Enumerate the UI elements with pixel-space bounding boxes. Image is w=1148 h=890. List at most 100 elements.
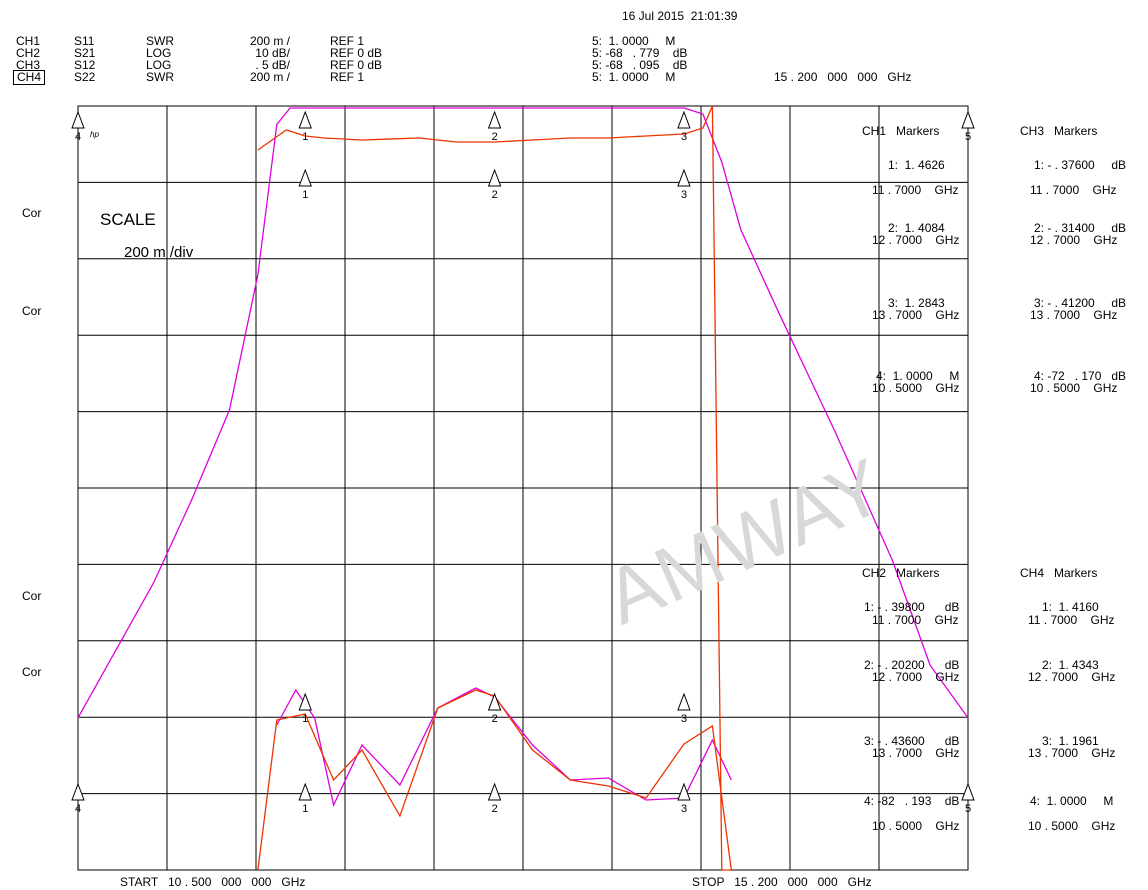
ch2-marker-2-value: 2: - . 20200 dB bbox=[864, 658, 960, 672]
ch1-scale: 200 m / bbox=[249, 34, 290, 48]
ch3-label: CH3 bbox=[16, 58, 41, 72]
ch4-marker-1-freq: 11 . 7000 GHz bbox=[1028, 613, 1115, 627]
marker-3-triangle bbox=[677, 692, 691, 711]
marker-1-triangle bbox=[298, 110, 312, 129]
stop-frequency: STOP 15 . 200 000 000 GHz bbox=[692, 875, 872, 889]
marker-1-triangle bbox=[298, 168, 312, 187]
ch2-marker-3-freq: 13 . 7000 GHz bbox=[872, 746, 960, 760]
ch2-format: LOG bbox=[146, 46, 172, 60]
scale-value: 200 m /div bbox=[124, 244, 194, 261]
cor-label-2: Cor bbox=[22, 304, 42, 318]
ch4-marker-2-value: 2: 1. 4343 bbox=[1042, 658, 1099, 672]
marker-1-label: 1 bbox=[302, 189, 308, 201]
ch1-marker5: 5: 1. 0000 M bbox=[592, 34, 676, 48]
marker-4-label: 4 bbox=[75, 803, 81, 815]
ch1-param: S11 bbox=[74, 34, 95, 48]
ch4-param: S22 bbox=[74, 70, 96, 84]
datetime: 16 Jul 2015 21:01:39 bbox=[622, 9, 738, 23]
ch3-ref: REF 0 dB bbox=[330, 58, 383, 72]
ch4-label-active[interactable]: CH4 bbox=[13, 70, 46, 85]
ch1-format: SWR bbox=[146, 34, 174, 48]
ch2-param: S21 bbox=[74, 46, 96, 60]
marker-4-label: 4 bbox=[75, 131, 81, 143]
hp-label: hp bbox=[90, 130, 99, 139]
traces bbox=[77, 105, 969, 871]
marker-3-label: 3 bbox=[681, 713, 687, 725]
ch2-marker-title: CH2 Markers bbox=[862, 566, 940, 580]
ch3-marker-2-freq: 12 . 7000 GHz bbox=[1030, 233, 1118, 247]
ch4-marker-1-value: 1: 1. 4160 bbox=[1042, 600, 1099, 614]
marker-2-triangle bbox=[487, 692, 502, 711]
ch3-format: LOG bbox=[146, 58, 172, 72]
marker-2-triangle bbox=[487, 110, 502, 129]
ch3-marker-3-value: 3: - . 41200 dB bbox=[1034, 296, 1127, 310]
ch3-marker-3-freq: 13 . 7000 GHz bbox=[1030, 308, 1118, 322]
marker-2-label: 2 bbox=[492, 131, 498, 143]
ch2-marker-3-value: 3: - . 43600 dB bbox=[864, 734, 960, 748]
trace-s12 bbox=[257, 689, 732, 871]
ch2-marker-4-freq: 10 . 5000 GHz bbox=[872, 819, 960, 833]
ch3-param: S12 bbox=[74, 58, 96, 72]
marker-2-label: 2 bbox=[492, 713, 498, 725]
marker-frequency: 15 . 200 000 000 GHz bbox=[774, 70, 912, 84]
ch2-marker5: 5: -68 . 779 dB bbox=[592, 46, 688, 60]
marker-2-label: 2 bbox=[492, 189, 498, 201]
ch4-marker-2-freq: 12 . 7000 GHz bbox=[1028, 670, 1116, 684]
start-frequency: START 10 . 500 000 000 GHz bbox=[120, 875, 306, 889]
ch3-marker-2-value: 2: - . 31400 dB bbox=[1034, 221, 1127, 235]
marker-3-label: 3 bbox=[681, 803, 687, 815]
ch1-ref: REF 1 bbox=[330, 34, 365, 48]
marker-2-triangle bbox=[487, 782, 502, 801]
marker-3-label: 3 bbox=[681, 131, 687, 143]
ch4-marker5: 5: 1. 0000 M bbox=[592, 70, 676, 84]
marker-3-triangle bbox=[677, 110, 691, 129]
marker-2-triangle bbox=[487, 168, 502, 187]
marker-3-label: 3 bbox=[681, 189, 687, 201]
ch1-marker-1-value: 1: 1. 4626 bbox=[888, 158, 945, 172]
ch2-marker-1-freq: 11 . 7000 GHz bbox=[872, 613, 959, 627]
ch4-marker-4-value: 4: 1. 0000 M bbox=[1030, 794, 1114, 808]
ch4-scale: 200 m / bbox=[249, 70, 290, 84]
ch1-marker-2-freq: 12 . 7000 GHz bbox=[872, 233, 960, 247]
cor-label-1: Cor bbox=[22, 206, 42, 220]
ch3-marker-4-freq: 10 . 5000 GHz bbox=[1030, 381, 1118, 395]
ch3-marker-1-freq: 11 . 7000 GHz bbox=[1030, 183, 1117, 197]
ch1-label: CH1 bbox=[16, 34, 41, 48]
marker-triangles: 1 1 1 1 2 2 2 2 3 3 3 3 4 4 5 5 bbox=[71, 110, 975, 815]
marker-4-triangle bbox=[71, 782, 85, 801]
ch1-marker-3-value: 3: 1. 2843 bbox=[888, 296, 945, 310]
ch2-marker-4-value: 4: -82 . 193 dB bbox=[864, 794, 960, 808]
ch4-marker-4-freq: 10 . 5000 GHz bbox=[1028, 819, 1116, 833]
trace-s11 bbox=[77, 107, 969, 719]
ch3-marker-1-value: 1: - . 37600 dB bbox=[1034, 158, 1127, 172]
ch4-ref: REF 1 bbox=[330, 70, 365, 84]
ch2-marker-1-value: 1: - . 39800 dB bbox=[864, 600, 960, 614]
marker-5-label: 5 bbox=[965, 803, 971, 815]
ch3-scale: . 5 dB/ bbox=[255, 58, 290, 72]
ch4-format: SWR bbox=[146, 70, 174, 84]
marker-5-label: 5 bbox=[965, 131, 971, 143]
marker-1-label: 1 bbox=[302, 803, 308, 815]
ch3-marker-4-value: 4: -72 . 170 dB bbox=[1034, 369, 1127, 383]
ch2-marker-2-freq: 12 . 7000 GHz bbox=[872, 670, 960, 684]
ch1-marker-1-freq: 11 . 7000 GHz bbox=[872, 183, 959, 197]
ch3-marker5: 5: -68 . 095 dB bbox=[592, 58, 688, 72]
ch3-marker-title: CH3 Markers bbox=[1020, 124, 1098, 138]
ch1-marker-title: CH1 Markers bbox=[862, 124, 940, 138]
marker-5-triangle bbox=[961, 110, 975, 129]
ch2-ref: REF 0 dB bbox=[330, 46, 383, 60]
cor-label-4: Cor bbox=[22, 665, 42, 679]
ch1-marker-3-freq: 13 . 7000 GHz bbox=[872, 308, 960, 322]
scale-title: SCALE bbox=[100, 210, 156, 229]
marker-2-label: 2 bbox=[492, 803, 498, 815]
ch4-marker-title: CH4 Markers bbox=[1020, 566, 1098, 580]
ch2-label: CH2 bbox=[16, 46, 41, 60]
ch1-marker-4-freq: 10 . 5000 GHz bbox=[872, 381, 960, 395]
marker-5-triangle bbox=[961, 782, 975, 801]
marker-1-label: 1 bbox=[302, 131, 308, 143]
marker-4-triangle bbox=[71, 110, 85, 129]
cor-label-3: Cor bbox=[22, 589, 42, 603]
ch1-marker-4-value: 4: 1. 0000 M bbox=[876, 369, 960, 383]
ch2-scale: 10 dB/ bbox=[255, 46, 290, 60]
